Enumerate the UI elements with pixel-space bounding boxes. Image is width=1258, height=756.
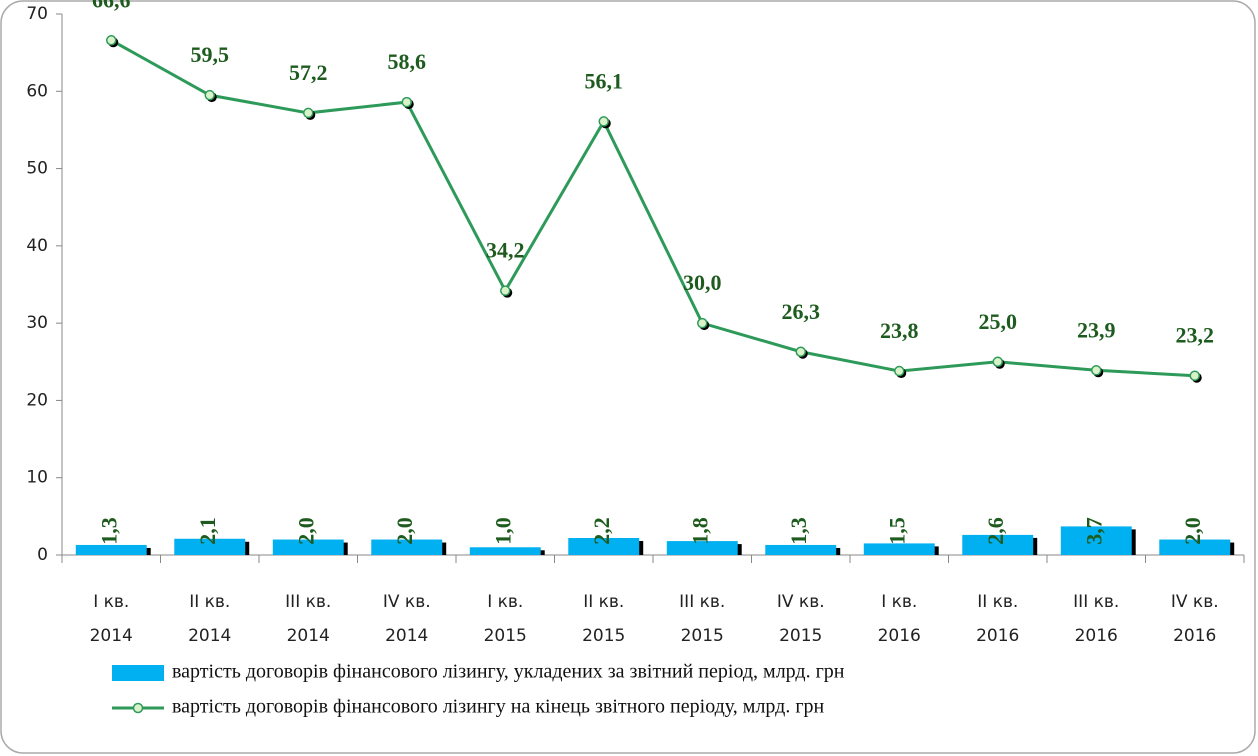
- x-tick-label: I кв.: [487, 592, 523, 612]
- point: [401, 96, 412, 108]
- data-label: 2,6: [983, 517, 1008, 545]
- data-label: 1,3: [96, 517, 121, 545]
- y-tick-label: 20: [26, 390, 48, 410]
- x-tick-label: 2015: [681, 626, 724, 646]
- data-label: 2,0: [392, 517, 417, 545]
- x-tick-label: III кв.: [1073, 592, 1119, 612]
- x-tick-label: IV кв.: [1171, 592, 1219, 612]
- bar: [1159, 539, 1231, 555]
- data-label: 58,6: [388, 49, 427, 74]
- point: [697, 317, 708, 329]
- x-tick-label: II кв.: [583, 592, 624, 612]
- bar: [1060, 526, 1132, 555]
- data-label: 1,8: [687, 517, 712, 545]
- point: [598, 116, 609, 127]
- y-tick-label: 70: [26, 4, 48, 24]
- data-label: 26,3: [782, 299, 821, 324]
- data-label: 30,0: [683, 270, 722, 295]
- data-label: 1,3: [786, 517, 811, 545]
- x-tick-label: 2014: [188, 626, 231, 646]
- data-label: 23,8: [880, 318, 919, 343]
- bar: [371, 539, 443, 555]
- x-tick-label: IV кв.: [777, 592, 825, 612]
- x-tick-label: II кв.: [977, 592, 1018, 612]
- x-tick-label: 2016: [1075, 626, 1118, 646]
- x-tick-label: I кв.: [93, 592, 129, 612]
- x-tick-label: 2015: [582, 626, 625, 646]
- y-tick-label: 0: [37, 545, 48, 565]
- point: [106, 35, 117, 46]
- y-tick-label: 10: [26, 468, 48, 488]
- bar: [75, 544, 147, 555]
- y-tick-label: 30: [26, 313, 48, 333]
- x-tick-label: III кв.: [285, 592, 331, 612]
- bar: [568, 537, 640, 555]
- y-tick-label: 50: [26, 159, 48, 179]
- data-label: 2,2: [589, 517, 614, 545]
- legend-swatch: [112, 665, 164, 681]
- bar: [666, 541, 738, 555]
- data-label: 3,7: [1081, 517, 1106, 545]
- point: [894, 365, 905, 377]
- x-tick-label: 2016: [976, 626, 1019, 646]
- data-label: 2,0: [1180, 517, 1205, 545]
- bar: [765, 544, 837, 555]
- data-label: 59,5: [191, 42, 230, 67]
- x-tick-label: 2015: [779, 626, 822, 646]
- x-tick-label: 2014: [385, 626, 428, 646]
- x-tick-label: 2016: [878, 626, 921, 646]
- data-label: 2,1: [195, 517, 220, 545]
- data-label: 23,2: [1176, 323, 1215, 348]
- data-label: 1,5: [884, 517, 909, 545]
- bar: [962, 534, 1034, 555]
- data-label: 56,1: [585, 68, 624, 93]
- point: [1189, 370, 1200, 381]
- data-label: 57,2: [289, 60, 328, 85]
- data-label: 2,0: [293, 517, 318, 545]
- point: [992, 356, 1003, 368]
- data-label: 23,9: [1077, 317, 1116, 342]
- x-tick-label: 2014: [90, 626, 133, 646]
- point: [1091, 365, 1102, 376]
- legend-label: вартість договорів фінансового лізингу н…: [172, 696, 825, 718]
- x-tick-label: II кв.: [189, 592, 230, 612]
- y-tick-label: 60: [26, 81, 48, 101]
- bar: [469, 547, 541, 555]
- data-label: 34,2: [486, 238, 525, 263]
- data-label: 1,0: [490, 517, 515, 545]
- x-tick-label: 2014: [287, 626, 330, 646]
- point: [303, 107, 314, 119]
- data-label: 66,6: [92, 0, 131, 12]
- x-tick-label: 2016: [1173, 626, 1216, 646]
- data-label: 25,0: [979, 309, 1018, 334]
- x-tick-label: IV кв.: [383, 592, 431, 612]
- bar: [174, 538, 246, 555]
- legend-swatch: [132, 702, 144, 714]
- point: [500, 285, 511, 296]
- y-tick-label: 40: [26, 236, 48, 256]
- point: [795, 346, 806, 357]
- legend-label: вартість договорів фінансового лізингу, …: [172, 661, 845, 683]
- bar: [863, 543, 935, 555]
- x-tick-label: I кв.: [881, 592, 917, 612]
- point: [204, 89, 215, 101]
- x-tick-label: 2015: [484, 626, 527, 646]
- line: [110, 38, 1195, 378]
- bar: [272, 539, 344, 555]
- x-tick-label: III кв.: [679, 592, 725, 612]
